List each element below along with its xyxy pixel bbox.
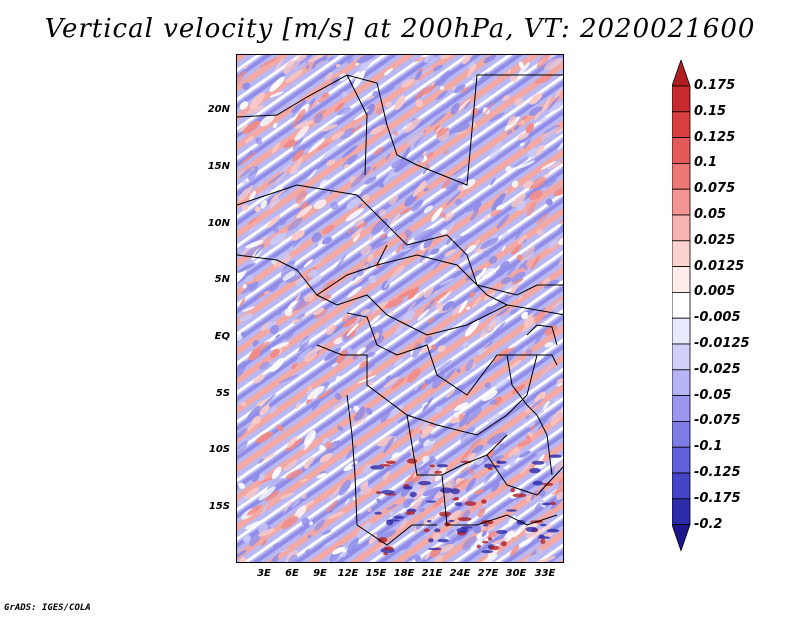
colorbar-swatch	[672, 395, 691, 422]
colorbar-swatch	[672, 188, 691, 216]
lat-label-5s: 5S	[215, 388, 230, 399]
colorbar-swatch	[672, 163, 691, 190]
colorbar-swatch	[672, 369, 691, 396]
country-borders	[237, 74, 563, 546]
colorbar-swatch	[672, 60, 691, 87]
colorbar-swatch	[672, 291, 691, 319]
colorbar-swatch	[672, 498, 691, 525]
colorbar-label: 0.15	[694, 103, 727, 119]
lon-label-12e: 12E	[337, 568, 359, 579]
colorbar-swatch	[672, 85, 691, 113]
colorbar	[672, 60, 691, 552]
map-title: Vertical velocity [m/s] at 200hPa, VT: 2…	[44, 14, 756, 44]
colorbar-swatch	[672, 214, 691, 242]
colorbar-swatch	[672, 446, 691, 474]
field-blobs	[237, 55, 563, 562]
colorbar-swatch	[672, 317, 691, 345]
colorbar-label: 0.1	[694, 155, 718, 171]
colorbar-label: 0.005	[694, 284, 736, 300]
colorbar-label: -0.05	[694, 387, 732, 403]
lat-label-15n: 15N	[207, 161, 230, 172]
lon-label-9e: 9E	[313, 568, 327, 579]
colorbar-label: -0.175	[694, 490, 741, 506]
lat-label-5n: 5N	[214, 274, 230, 285]
colorbar-swatch	[672, 420, 691, 448]
colorbar-label: 0.075	[694, 181, 736, 197]
lat-label-10s: 10S	[208, 444, 230, 455]
colorbar-label: -0.125	[694, 465, 741, 480]
colorbar-label: 0.05	[694, 207, 727, 222]
colorbar-label: -0.1	[694, 439, 723, 455]
colorbar-swatches	[672, 60, 691, 552]
colorbar-label: 0.025	[694, 232, 736, 248]
lon-label-27e: 27E	[477, 568, 499, 579]
velocity-map	[236, 54, 564, 563]
colorbar-label: -0.0125	[694, 336, 750, 351]
colorbar-swatch	[672, 266, 691, 293]
lat-label-10n: 10N	[207, 218, 230, 229]
lon-label-15e: 15E	[365, 568, 387, 579]
colorbar-label: -0.005	[694, 310, 741, 326]
lon-label-24e: 24E	[449, 568, 471, 579]
colorbar-swatch	[672, 524, 691, 552]
lon-label-6e: 6E	[285, 568, 299, 579]
colorbar-label: 0.125	[694, 129, 736, 145]
colorbar-swatch	[672, 240, 691, 268]
lon-label-18e: 18E	[393, 568, 415, 579]
colorbar-swatch	[672, 137, 691, 164]
colorbar-swatch	[672, 343, 691, 371]
map-canvas	[237, 55, 563, 562]
colorbar-swatch	[672, 472, 691, 500]
colorbar-swatch	[672, 111, 691, 138]
lat-label-20n: 20N	[207, 104, 230, 115]
lat-label-eq: EQ	[214, 331, 230, 342]
grads-credit: GrADS: IGES/COLA	[4, 603, 91, 613]
colorbar-label: -0.025	[694, 361, 741, 377]
colorbar-label: 0.175	[694, 78, 736, 93]
lon-label-33e: 33E	[534, 568, 556, 579]
colorbar-label: -0.075	[694, 413, 741, 429]
lon-label-30e: 30E	[505, 568, 527, 579]
lon-label-21e: 21E	[421, 568, 443, 579]
colorbar-label: -0.2	[694, 516, 723, 532]
lon-label-3e: 3E	[257, 568, 271, 579]
colorbar-label: 0.0125	[694, 258, 745, 274]
lat-label-15s: 15S	[208, 501, 230, 512]
